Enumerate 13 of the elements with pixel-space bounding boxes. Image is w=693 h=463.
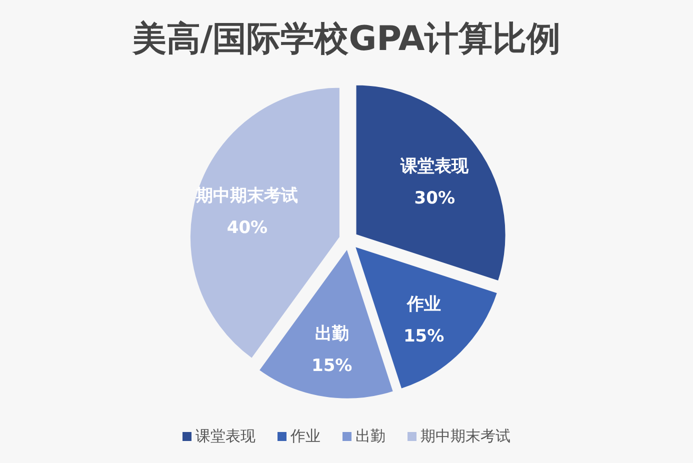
data-label: 30%	[414, 188, 456, 208]
data-label: 40%	[226, 218, 268, 238]
slice-label: 期中期末考试	[195, 186, 298, 206]
slice-label: 课堂表现	[400, 156, 470, 176]
data-label: 15%	[311, 356, 352, 376]
chart-title: 美高/国际学校GPA计算比例	[131, 19, 561, 59]
slice-label: 作业	[406, 294, 441, 314]
data-label: 15%	[403, 326, 444, 346]
legend-label: 期中期末考试	[420, 427, 510, 445]
slice-label: 出勤	[314, 324, 349, 344]
legend-label: 课堂表现	[196, 427, 256, 445]
legend-label: 作业	[290, 427, 320, 445]
legend-label: 出勤	[356, 427, 386, 445]
